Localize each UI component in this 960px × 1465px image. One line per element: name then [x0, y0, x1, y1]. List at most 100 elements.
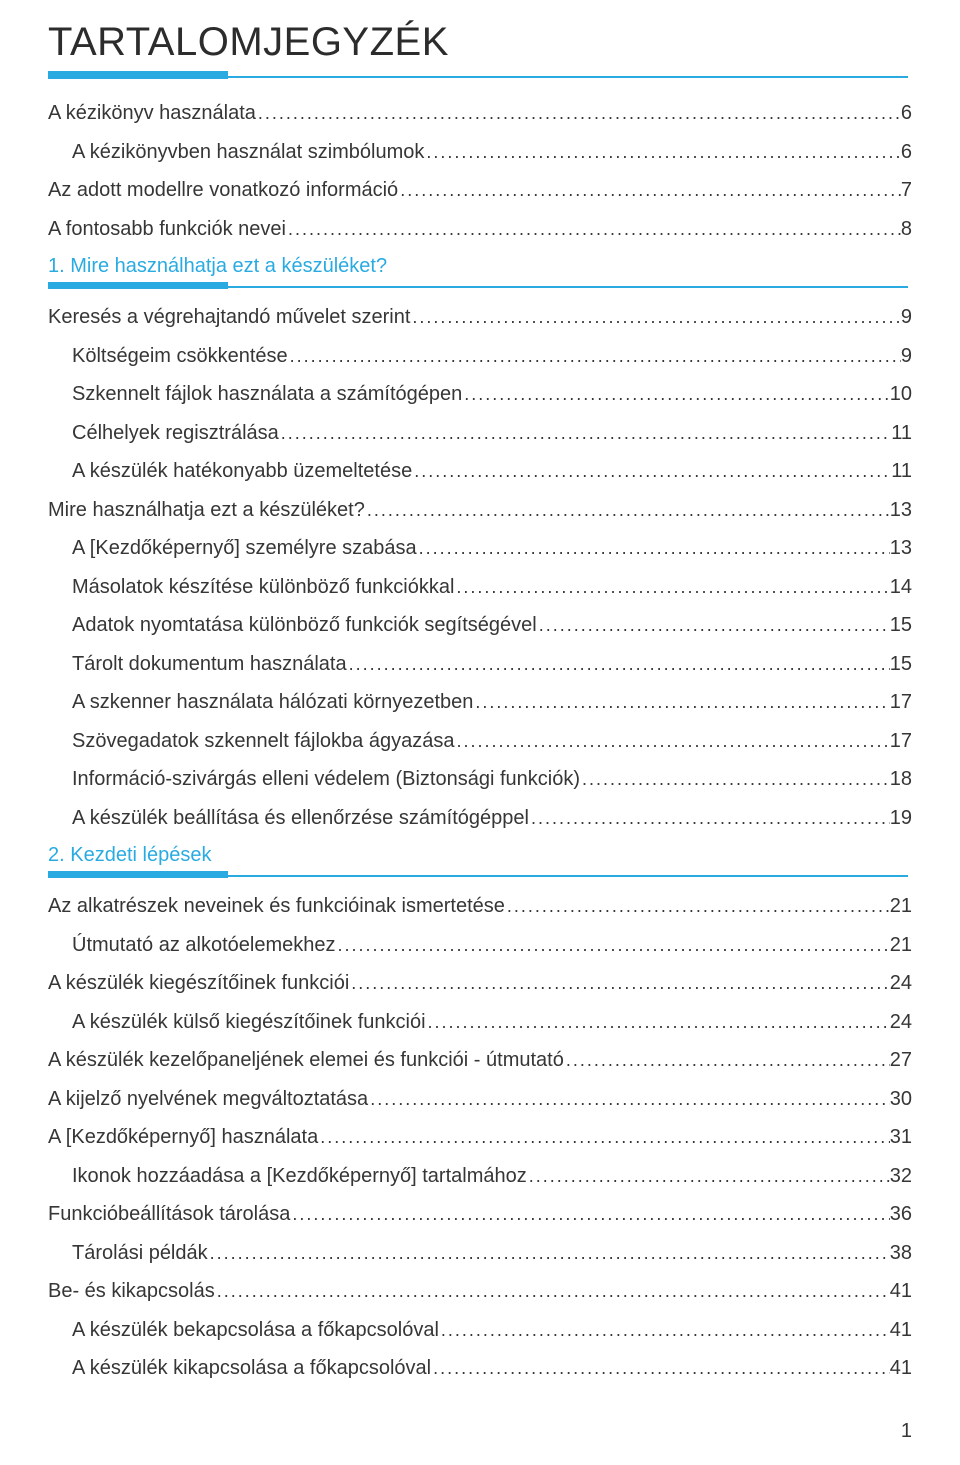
toc-leader-dots: ........................................… [279, 423, 891, 445]
toc-leader-dots: ........................................… [505, 896, 890, 918]
toc-entry: Célhelyek regisztrálása.................… [48, 421, 912, 445]
toc-entry-page: 24 [890, 971, 912, 995]
toc-leader-dots: ........................................… [473, 692, 889, 714]
toc-entry-label: A készülék külső kiegészítőinek funkciói [72, 1010, 426, 1034]
toc-leader-dots: ........................................… [462, 384, 890, 406]
toc-entry: A fontosabb funkciók nevei..............… [48, 217, 912, 241]
toc-leader-dots: ........................................… [286, 219, 901, 241]
toc-leader-dots: ........................................… [529, 808, 890, 830]
toc-entry-label: Ikonok hozzáadása a [Kezdőképernyő] tart… [72, 1164, 527, 1188]
page-number: 1 [901, 1420, 912, 1443]
toc-entry-page: 21 [890, 933, 912, 957]
toc-entry: Tárolási példák.........................… [48, 1241, 912, 1265]
toc-entry: A szkenner használata hálózati környezet… [48, 690, 912, 714]
toc-entry-label: A készülék kezelőpaneljének elemei és fu… [48, 1048, 564, 1072]
toc-entry-label: A készülék bekapcsolása a főkapcsolóval [72, 1318, 439, 1342]
toc-entry-page: 41 [890, 1318, 912, 1342]
toc-entry: A kézikönyv használata..................… [48, 101, 912, 125]
toc-entry: Be- és kikapcsolás......................… [48, 1279, 912, 1303]
toc-entry-page: 13 [890, 498, 912, 522]
toc-entry-page: 41 [890, 1279, 912, 1303]
toc-entry-label: Be- és kikapcsolás [48, 1279, 215, 1303]
toc-entry-label: A [Kezdőképernyő] használata [48, 1125, 318, 1149]
toc-leader-dots: ........................................… [288, 346, 901, 368]
toc-entry-page: 15 [890, 613, 912, 637]
toc-entry: A kijelző nyelvének megváltoztatása.....… [48, 1087, 912, 1111]
toc-entry-page: 6 [901, 101, 912, 125]
toc-entry-page: 11 [891, 421, 912, 445]
toc-entry-page: 24 [890, 1010, 912, 1034]
toc-entry-page: 10 [890, 382, 912, 406]
toc-entry: Másolatok készítése különböző funkciókka… [48, 575, 912, 599]
toc-entry: Keresés a végrehajtandó művelet szerint.… [48, 305, 912, 329]
section-rule [48, 282, 228, 289]
page-title: TARTALOMJEGYZÉK [48, 20, 912, 65]
toc-entry-page: 36 [890, 1202, 912, 1226]
toc-entry-label: Útmutató az alkotóelemekhez [72, 933, 335, 957]
toc-entry: A kézikönyvben használat szimbólumok....… [48, 140, 912, 164]
toc-entry-page: 27 [890, 1048, 912, 1072]
toc-entry-label: Tárolási példák [72, 1241, 208, 1265]
toc-leader-dots: ........................................… [426, 1012, 890, 1034]
toc-entry-label: Szkennelt fájlok használata a számítógép… [72, 382, 462, 406]
toc-entry-page: 32 [890, 1164, 912, 1188]
toc-block-section2: Az alkatrészek neveinek és funkcióinak i… [48, 894, 912, 1380]
toc-entry: A [Kezdőképernyő] használata............… [48, 1125, 912, 1149]
toc-leader-dots: ........................................… [431, 1358, 890, 1380]
toc-leader-dots: ........................................… [256, 103, 901, 125]
toc-leader-dots: ........................................… [454, 731, 889, 753]
toc-entry-page: 17 [890, 729, 912, 753]
toc-entry-page: 18 [890, 767, 912, 791]
toc-entry-label: A készülék hatékonyabb üzemeltetése [72, 459, 412, 483]
section-heading-2: 2. Kezdeti lépések [48, 844, 912, 867]
toc-entry-label: A kézikönyvben használat szimbólumok [72, 140, 424, 164]
toc-entry: Adatok nyomtatása különböző funkciók seg… [48, 613, 912, 637]
toc-entry-label: Adatok nyomtatása különböző funkciók seg… [72, 613, 537, 637]
toc-entry-page: 13 [890, 536, 912, 560]
toc-entry: A készülék hatékonyabb üzemeltetése.....… [48, 459, 912, 483]
toc-leader-dots: ........................................… [318, 1127, 890, 1149]
toc-entry-label: A kézikönyv használata [48, 101, 256, 125]
toc-entry: Az adott modellre vonatkozó információ..… [48, 178, 912, 202]
toc-entry-label: Információ-szivárgás elleni védelem (Biz… [72, 767, 580, 791]
toc-entry: A készülék kikapcsolása a főkapcsolóval.… [48, 1356, 912, 1380]
toc-leader-dots: ........................................… [580, 769, 890, 791]
toc-entry-label: A [Kezdőképernyő] személyre szabása [72, 536, 417, 560]
toc-entry-label: Szövegadatok szkennelt fájlokba ágyazása [72, 729, 454, 753]
toc-entry-page: 19 [890, 806, 912, 830]
toc-entry-label: Másolatok készítése különböző funkciókka… [72, 575, 454, 599]
toc-entry: Funkcióbeállítások tárolása.............… [48, 1202, 912, 1226]
toc-leader-dots: ........................................… [439, 1320, 890, 1342]
toc-entry-page: 38 [890, 1241, 912, 1265]
toc-entry-label: Keresés a végrehajtandó művelet szerint [48, 305, 410, 329]
toc-entry-label: A szkenner használata hálózati környezet… [72, 690, 473, 714]
toc-entry-page: 6 [901, 140, 912, 164]
toc-leader-dots: ........................................… [208, 1243, 890, 1265]
toc-entry-label: A fontosabb funkciók nevei [48, 217, 286, 241]
title-underline [48, 71, 228, 79]
toc-entry: Az alkatrészek neveinek és funkcióinak i… [48, 894, 912, 918]
toc-leader-dots: ........................................… [454, 577, 889, 599]
toc-entry: A [Kezdőképernyő] személyre szabása.....… [48, 536, 912, 560]
toc-entry: A készülék kiegészítőinek funkciói......… [48, 971, 912, 995]
toc-entry: Információ-szivárgás elleni védelem (Biz… [48, 767, 912, 791]
toc-entry-page: 17 [890, 690, 912, 714]
section-heading-1: 1. Mire használhatja ezt a készüléket? [48, 255, 912, 278]
toc-entry: Tárolt dokumentum használata............… [48, 652, 912, 676]
toc-leader-dots: ........................................… [537, 615, 890, 637]
toc-entry-page: 11 [891, 459, 912, 483]
toc-entry: Mire használhatja ezt a készüléket?.....… [48, 498, 912, 522]
toc-entry: A készülék beállítása és ellenőrzése szá… [48, 806, 912, 830]
toc-leader-dots: ........................................… [335, 935, 889, 957]
toc-entry: A készülék külső kiegészítőinek funkciói… [48, 1010, 912, 1034]
toc-entry-label: A készülék kikapcsolása a főkapcsolóval [72, 1356, 431, 1380]
toc-leader-dots: ........................................… [290, 1204, 889, 1226]
toc-entry-page: 7 [901, 178, 912, 202]
toc-entry-page: 21 [890, 894, 912, 918]
toc-entry-label: A készülék kiegészítőinek funkciói [48, 971, 349, 995]
toc-entry-page: 8 [901, 217, 912, 241]
toc-entry-page: 9 [901, 305, 912, 329]
toc-entry-page: 9 [901, 344, 912, 368]
toc-leader-dots: ........................................… [417, 538, 890, 560]
toc-leader-dots: ........................................… [215, 1281, 890, 1303]
